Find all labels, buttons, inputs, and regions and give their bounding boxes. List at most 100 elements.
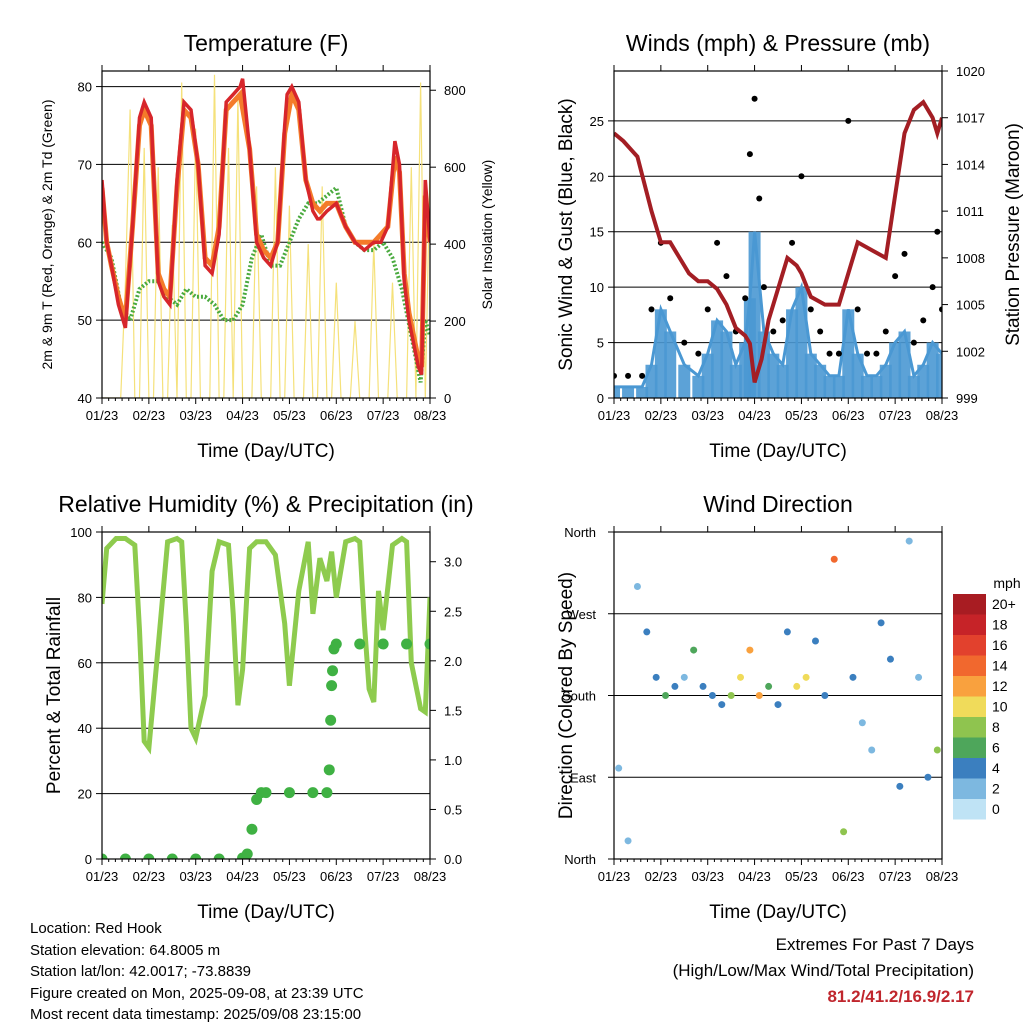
x-tick-label: 03/23 xyxy=(179,408,212,423)
gust-point xyxy=(639,372,646,379)
wind-bar xyxy=(678,364,691,398)
y2-tick-label: 0 xyxy=(444,391,451,406)
legend-swatch xyxy=(953,737,986,758)
legend-swatch xyxy=(953,655,986,676)
wind-bar xyxy=(692,375,705,398)
precip-point xyxy=(246,823,258,835)
wind-bar xyxy=(917,364,930,398)
precip-point xyxy=(283,787,295,799)
y-tick-label: 20 xyxy=(78,787,92,802)
wind-bar xyxy=(814,364,827,398)
extremes-box: Extremes For Past 7 Days (High/Low/Max W… xyxy=(673,932,974,1010)
x-axis-label: Time (Day/UTC) xyxy=(197,441,335,462)
gust-point xyxy=(695,350,702,357)
direction-point xyxy=(755,692,763,699)
y2-tick-label: 600 xyxy=(444,160,466,175)
x-tick-label: 05/23 xyxy=(273,408,306,423)
x-tick-label: 04/23 xyxy=(226,408,259,423)
legend-swatch xyxy=(953,594,986,615)
speed-legend: mph 20+ 18 16 14 12 10 8 6 4 2 0 xyxy=(953,575,1021,820)
x-tick-label: 01/23 xyxy=(86,408,119,423)
chart-title: Wind Direction xyxy=(703,491,853,517)
x-tick-label: 02/23 xyxy=(645,869,678,884)
gust-point xyxy=(625,372,632,379)
direction-point xyxy=(802,673,810,681)
created-text: Figure created on Mon, 2025-09-08, at 23… xyxy=(30,984,364,1002)
y2-tick-label: 1020 xyxy=(956,64,985,79)
precip-point xyxy=(323,764,335,776)
precip-point xyxy=(166,853,178,859)
rh-line xyxy=(102,535,430,755)
wind-bar xyxy=(851,353,864,398)
direction-point xyxy=(924,773,932,781)
pressure-line xyxy=(614,99,942,383)
plot-frame xyxy=(613,70,943,399)
direction-point xyxy=(858,719,866,727)
x-tick-label: 04/23 xyxy=(738,869,771,884)
plot-frame xyxy=(613,531,943,860)
gust-point xyxy=(854,306,861,313)
y-tick-label: 15 xyxy=(590,225,604,240)
precip-point xyxy=(190,853,202,859)
legend-label: 20+ xyxy=(992,596,1016,612)
plot-area xyxy=(102,74,430,398)
y-tick-label: West xyxy=(567,607,597,622)
y2-tick-label: 800 xyxy=(444,83,466,98)
chart-panel-1: Temperature (F) Time (Day/UTC) 2m & 9m T (… xyxy=(39,30,495,462)
wind-bar xyxy=(861,375,874,398)
gust-point xyxy=(746,151,753,158)
x-tick-label: 08/23 xyxy=(926,869,959,884)
gust-point xyxy=(845,117,852,124)
direction-point xyxy=(905,537,913,545)
gust-point xyxy=(901,250,908,257)
gust-point xyxy=(798,173,805,180)
precip-point xyxy=(377,638,389,650)
legend-swatch xyxy=(953,717,986,738)
x-tick-label: 08/23 xyxy=(414,869,447,884)
precip-point xyxy=(241,848,253,859)
plot-frame xyxy=(101,531,431,860)
y2-axis-label: Station Pressure (Maroon) xyxy=(1003,123,1024,346)
extremes-title: Extremes For Past 7 Days xyxy=(775,935,974,954)
precip-point xyxy=(325,714,337,726)
y2-tick-label: 0.5 xyxy=(444,802,462,817)
gust-point xyxy=(779,317,786,324)
direction-point xyxy=(765,682,773,690)
wind-bar xyxy=(767,353,780,398)
direction-point xyxy=(737,673,745,681)
gust-point xyxy=(910,339,917,346)
y2-tick-label: 2.0 xyxy=(444,654,462,669)
direction-point xyxy=(680,673,688,681)
direction-point xyxy=(830,555,838,563)
gust-point xyxy=(760,284,767,291)
wind-bar xyxy=(664,331,677,398)
chart-panel-4: Wind Direction Time (Day/UTC) Direction (C… xyxy=(556,491,1021,923)
gust-point xyxy=(723,273,730,280)
y-tick-label: North xyxy=(564,852,596,867)
y2-axis-label: Solar Insolation (Yellow) xyxy=(479,160,495,310)
chart-title: Winds (mph) & Pressure (mb) xyxy=(626,30,930,56)
x-axis-label: Time (Day/UTC) xyxy=(709,441,847,462)
legend-label: 4 xyxy=(992,760,1000,776)
elevation-text: Station elevation: 64.8005 m xyxy=(30,941,221,959)
direction-point xyxy=(877,619,885,627)
y-tick-label: 25 xyxy=(590,114,604,129)
gust-point xyxy=(714,239,721,246)
x-tick-label: 08/23 xyxy=(414,408,447,423)
gust-point xyxy=(770,328,777,335)
y-tick-label: East xyxy=(570,770,596,785)
legend-swatch xyxy=(953,778,986,799)
direction-point xyxy=(652,673,660,681)
y-axis-label: 2m & 9m T (Red, Orange) & 2m Td (Green) xyxy=(39,100,55,370)
direction-point xyxy=(643,628,651,636)
x-tick-label: 01/23 xyxy=(598,869,631,884)
direction-point xyxy=(793,682,801,690)
precip-point xyxy=(354,638,366,650)
x-tick-label: 08/23 xyxy=(926,408,959,423)
x-tick-label: 06/23 xyxy=(832,408,865,423)
gust-point xyxy=(882,328,889,335)
legend-label: 8 xyxy=(992,719,1000,735)
legend-swatch xyxy=(953,614,986,635)
gust-point xyxy=(826,350,833,357)
x-tick-label: 04/23 xyxy=(226,869,259,884)
